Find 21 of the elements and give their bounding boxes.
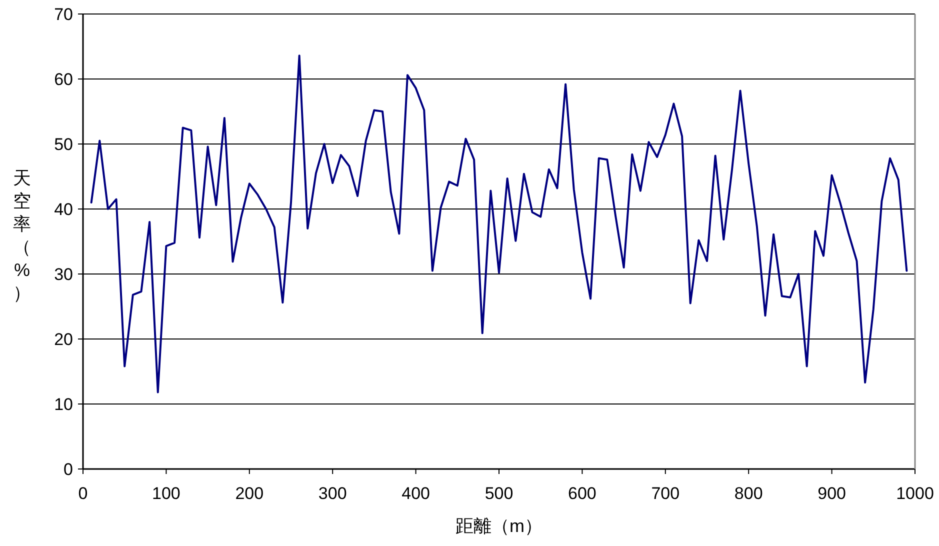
y-axis-title: 天空率（%） bbox=[13, 168, 31, 303]
y-tick-label: 60 bbox=[54, 70, 73, 89]
x-tick-label: 900 bbox=[818, 484, 846, 503]
x-tick-label: 700 bbox=[651, 484, 680, 503]
x-tick-label: 300 bbox=[318, 484, 347, 503]
x-tick-label: 200 bbox=[235, 484, 264, 503]
y-tick-label: 70 bbox=[54, 5, 73, 24]
x-tick-label: 1000 bbox=[896, 484, 934, 503]
x-tick-label: 800 bbox=[734, 484, 763, 503]
x-tick-label: 100 bbox=[152, 484, 180, 503]
x-axis-title: 距離（m） bbox=[456, 516, 542, 536]
y-tick-label: 50 bbox=[54, 135, 73, 154]
y-tick-label: 10 bbox=[54, 395, 73, 414]
y-tick-label: 40 bbox=[54, 200, 73, 219]
y-tick-label: 20 bbox=[54, 330, 73, 349]
x-tick-label: 0 bbox=[78, 484, 88, 503]
y-tick-label: 30 bbox=[54, 265, 73, 284]
x-tick-label: 500 bbox=[484, 484, 514, 503]
y-tick-label: 0 bbox=[64, 460, 73, 479]
x-tick-label: 400 bbox=[402, 484, 430, 503]
x-tick-label: 600 bbox=[568, 484, 596, 503]
